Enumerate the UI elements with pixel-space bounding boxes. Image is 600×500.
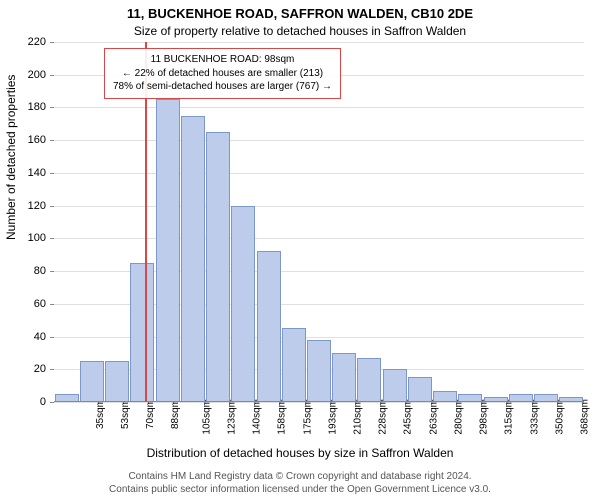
- ytick-label: 220: [6, 36, 46, 48]
- x-axis-line: [54, 401, 584, 402]
- bar: [408, 377, 432, 402]
- bar: [181, 116, 205, 402]
- ytick-mark: [50, 304, 54, 305]
- plot-inner: 02040608010012014016018020022035sqm53sqm…: [54, 42, 584, 402]
- ytick-mark: [50, 75, 54, 76]
- xtick-label: 298sqm: [479, 399, 490, 435]
- footnote: Contains HM Land Registry data © Crown c…: [0, 470, 600, 496]
- y-axis-label: Number of detached properties: [4, 75, 18, 240]
- xtick-label: 228sqm: [378, 399, 389, 435]
- anno-line1: 11 BUCKENHOE ROAD: 98sqm: [151, 54, 295, 65]
- footnote-line2: Contains public sector information licen…: [109, 484, 491, 495]
- ytick-mark: [50, 107, 54, 108]
- xtick-label: 88sqm: [170, 399, 181, 429]
- xtick-label: 105sqm: [201, 399, 212, 435]
- ytick-mark: [50, 271, 54, 272]
- ytick-label: 60: [6, 298, 46, 310]
- xtick-label: 280sqm: [454, 399, 465, 435]
- bar: [282, 328, 306, 402]
- gridline: [54, 173, 584, 174]
- anno-line3: 78% of semi-detached houses are larger (…: [113, 81, 332, 92]
- chart-title-sub: Size of property relative to detached ho…: [0, 24, 600, 38]
- xtick-label: 70sqm: [145, 399, 156, 429]
- plot-area: 02040608010012014016018020022035sqm53sqm…: [54, 42, 584, 402]
- xtick-label: 210sqm: [353, 399, 364, 435]
- ytick-label: 80: [6, 265, 46, 277]
- bar: [257, 251, 281, 402]
- bar: [357, 358, 381, 402]
- chart-title-main: 11, BUCKENHOE ROAD, SAFFRON WALDEN, CB10…: [0, 6, 600, 21]
- bar: [156, 99, 180, 402]
- ytick-mark: [50, 42, 54, 43]
- xtick-label: 263sqm: [428, 399, 439, 435]
- ytick-mark: [50, 402, 54, 403]
- bar: [332, 353, 356, 402]
- xtick-label: 35sqm: [95, 399, 106, 429]
- ytick-label: 40: [6, 331, 46, 343]
- gridline: [54, 140, 584, 141]
- ytick-mark: [50, 140, 54, 141]
- bar: [80, 361, 104, 402]
- gridline: [54, 107, 584, 108]
- xtick-label: 140sqm: [252, 399, 263, 435]
- annotation-box: 11 BUCKENHOE ROAD: 98sqm ← 22% of detache…: [104, 48, 341, 99]
- bar: [206, 132, 230, 402]
- xtick-label: 333sqm: [529, 399, 540, 435]
- gridline: [54, 42, 584, 43]
- gridline: [54, 206, 584, 207]
- ytick-label: 140: [6, 167, 46, 179]
- ytick-mark: [50, 206, 54, 207]
- ytick-label: 100: [6, 232, 46, 244]
- xtick-label: 315sqm: [504, 399, 515, 435]
- xtick-label: 245sqm: [403, 399, 414, 435]
- xtick-label: 123sqm: [226, 399, 237, 435]
- ytick-mark: [50, 337, 54, 338]
- x-axis-label: Distribution of detached houses by size …: [0, 446, 600, 460]
- bar: [105, 361, 129, 402]
- anno-line2: ← 22% of detached houses are smaller (21…: [122, 68, 323, 79]
- xtick-label: 368sqm: [580, 399, 591, 435]
- ytick-mark: [50, 173, 54, 174]
- footnote-line1: Contains HM Land Registry data © Crown c…: [128, 471, 471, 482]
- bar: [130, 263, 154, 402]
- ytick-label: 120: [6, 200, 46, 212]
- bar: [231, 206, 255, 402]
- ytick-label: 180: [6, 101, 46, 113]
- gridline: [54, 238, 584, 239]
- ytick-mark: [50, 369, 54, 370]
- chart-container: 11, BUCKENHOE ROAD, SAFFRON WALDEN, CB10…: [0, 0, 600, 500]
- ytick-label: 20: [6, 363, 46, 375]
- xtick-label: 175sqm: [302, 399, 313, 435]
- xtick-label: 193sqm: [327, 399, 338, 435]
- ytick-label: 200: [6, 69, 46, 81]
- ytick-label: 0: [6, 396, 46, 408]
- ytick-label: 160: [6, 134, 46, 146]
- ytick-mark: [50, 238, 54, 239]
- xtick-label: 53sqm: [120, 399, 131, 429]
- bar: [383, 369, 407, 402]
- xtick-label: 158sqm: [277, 399, 288, 435]
- xtick-label: 350sqm: [554, 399, 565, 435]
- bar: [307, 340, 331, 402]
